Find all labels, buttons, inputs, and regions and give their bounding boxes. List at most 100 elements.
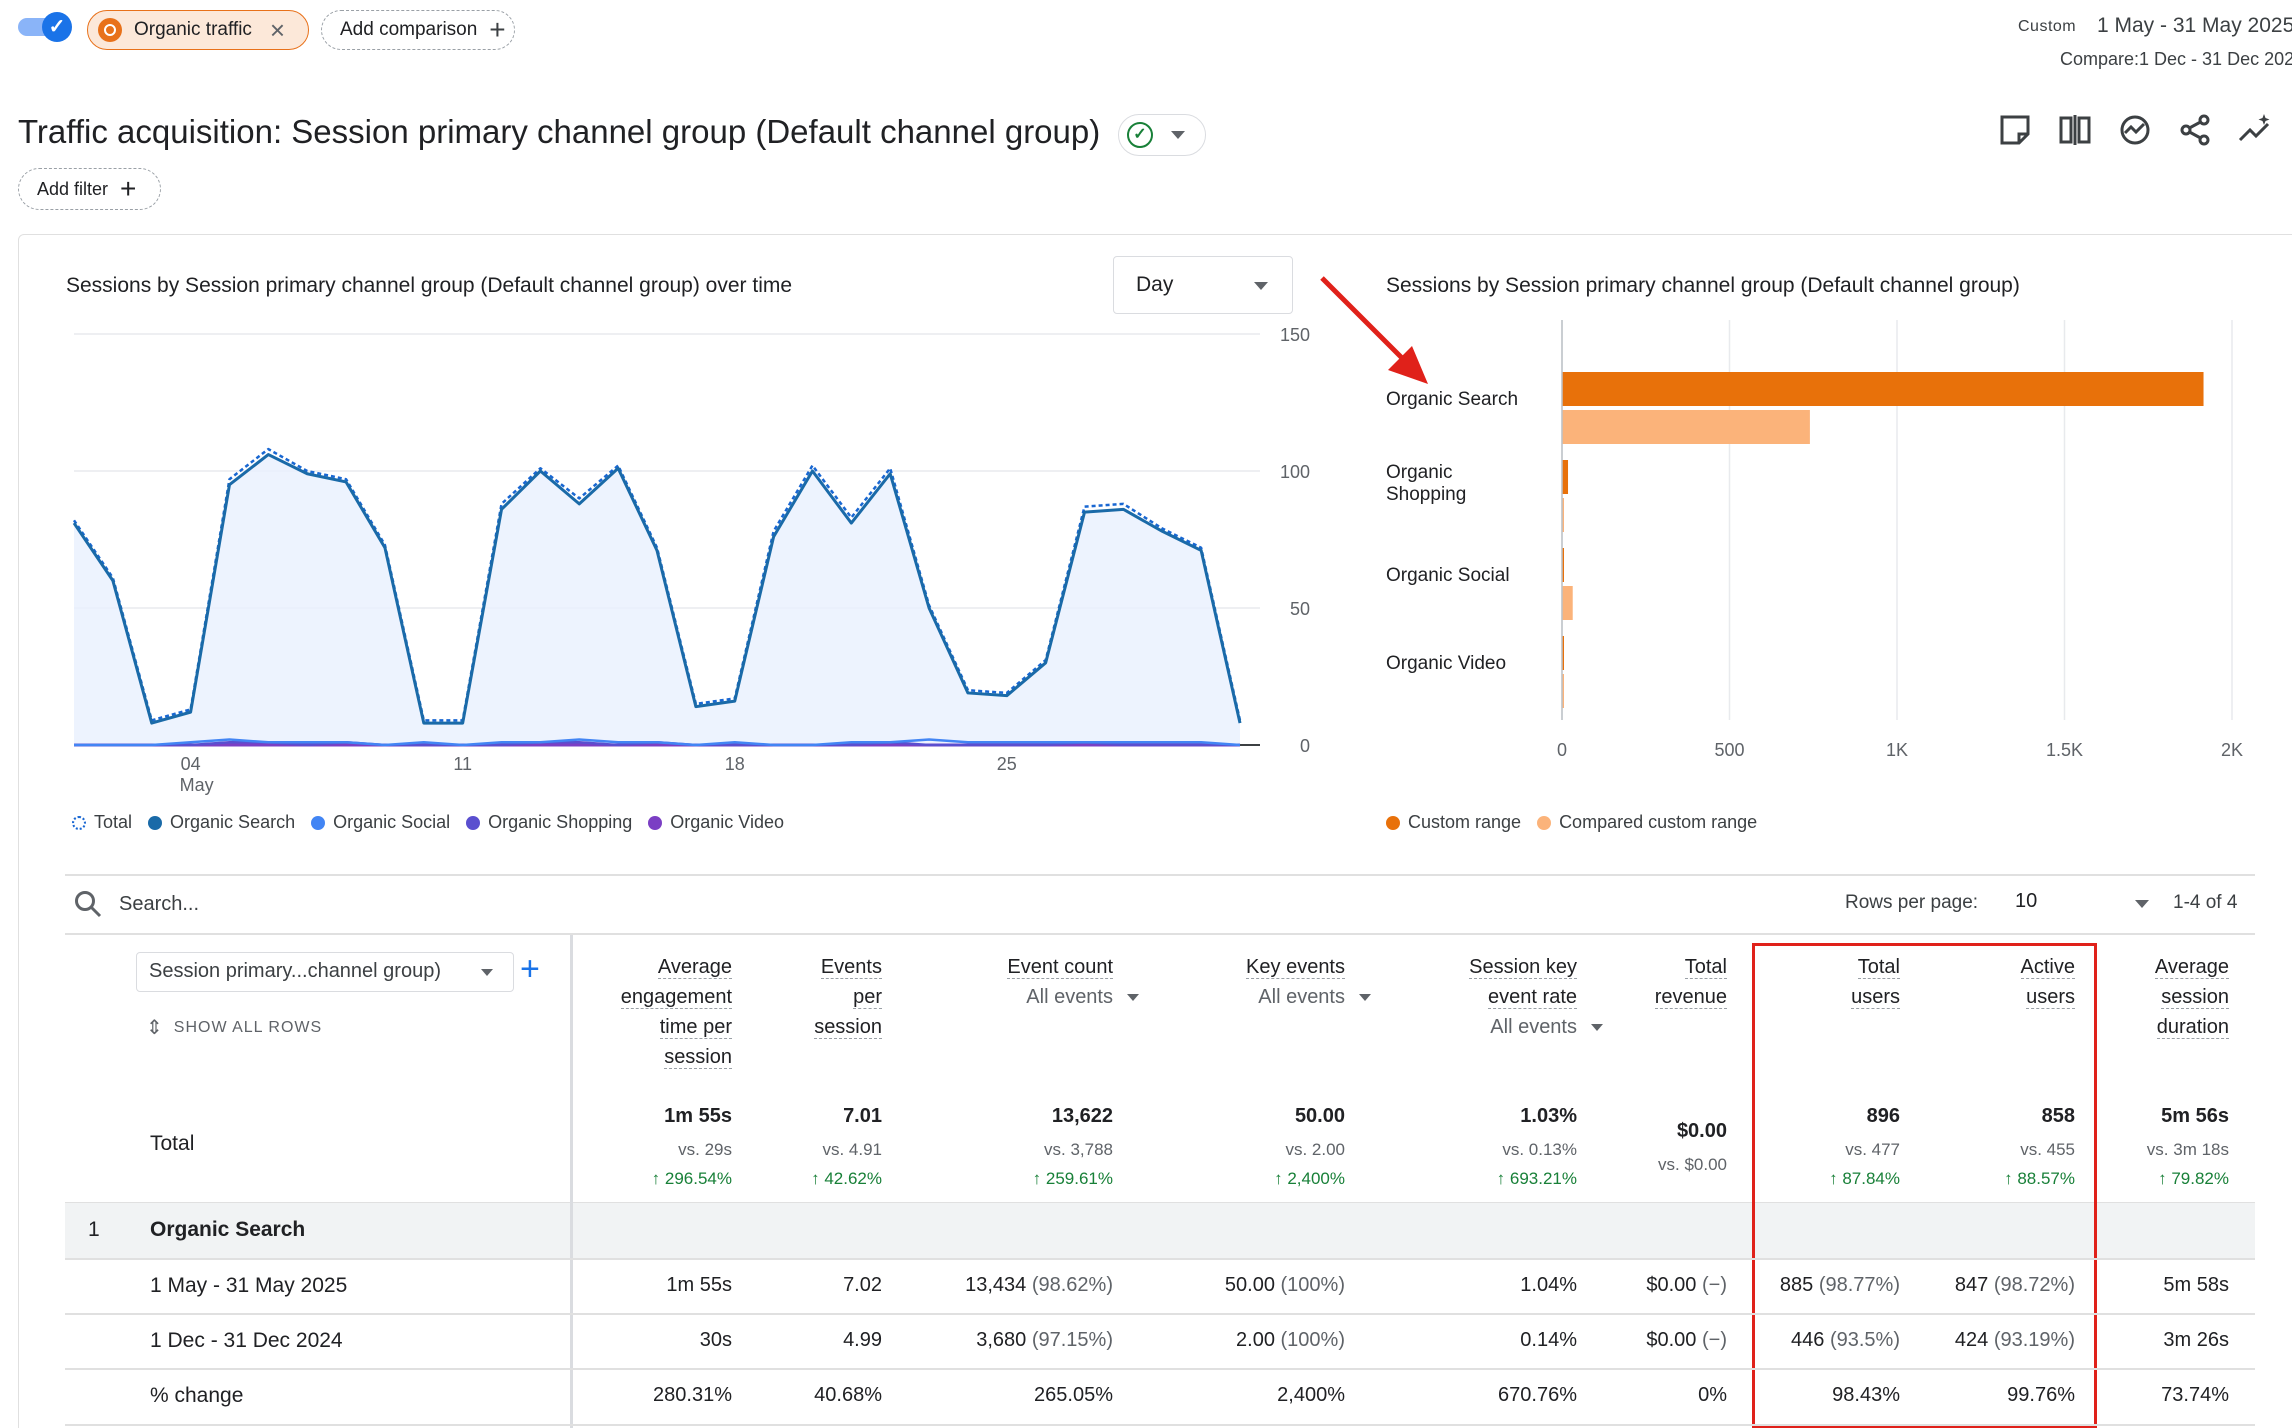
cell-value: 3m 26s	[2163, 1329, 2229, 1351]
granularity-select[interactable]: Day	[1113, 256, 1293, 314]
show-all-rows-button[interactable]: ⇕ SHOW ALL ROWS	[146, 1015, 322, 1040]
note-icon[interactable]	[1997, 112, 2033, 148]
series-line-organic-search[interactable]	[72, 453, 1242, 725]
cell-value: $0.00	[1646, 1274, 1697, 1296]
column-header-label: Total	[1684, 956, 1727, 979]
chevron-down-icon	[1127, 994, 1139, 1002]
rows-per-page-select[interactable]: 10	[2015, 890, 2175, 913]
legend-swatch	[1537, 815, 1552, 830]
comparison-toggle[interactable]: ✓	[18, 12, 72, 42]
segment-chip-label: Organic traffic	[134, 19, 252, 40]
column-header[interactable]: Key events All events	[1105, 952, 1371, 1012]
bar-chart[interactable]: 0 500 1K 1.5K 2K Organic Search OrganicShoppin…	[1380, 320, 2250, 800]
table-row-label: 1 May - 31 May 2025	[150, 1274, 348, 1297]
event-filter-select[interactable]: All events	[1337, 1012, 1603, 1042]
organic-search-area	[74, 454, 1240, 745]
add-filter-button[interactable]: Add filter +	[18, 168, 161, 210]
legend-label: Organic Shopping	[488, 812, 633, 832]
bar-organic-search-compared[interactable]	[1562, 410, 1810, 444]
line-chart-title: Sessions by Session primary channel grou…	[66, 274, 793, 297]
add-dimension-button[interactable]: +	[520, 950, 540, 988]
bar-organic-video-compared[interactable]	[1562, 674, 1564, 708]
cell-value: 2.00	[1236, 1329, 1275, 1351]
event-filter-select[interactable]: All events	[873, 982, 1139, 1012]
bar-organic-shopping-custom[interactable]	[1562, 460, 1569, 494]
dimension-select[interactable]: Session primary...channel group)	[136, 952, 514, 992]
table-cell: 265.05%	[873, 1384, 1113, 1407]
series-line-organic-social[interactable]	[74, 738, 1241, 747]
segment-chip-organic-traffic[interactable]: Organic traffic ×	[87, 10, 309, 50]
column-header[interactable]: Session key event rate All events	[1337, 952, 1603, 1042]
cell-percent: (93.19%)	[1988, 1329, 2075, 1351]
table-cell: 424 (93.19%)	[1835, 1329, 2075, 1352]
column-header[interactable]: Average session duration	[1989, 952, 2229, 1042]
search-input[interactable]	[119, 889, 719, 919]
category-label: Shopping	[1386, 484, 1466, 505]
bar-organic-social-compared[interactable]	[1562, 586, 1573, 620]
total-value: 5m 56s	[2161, 1105, 2229, 1127]
share-icon[interactable]	[2177, 112, 2213, 148]
total-change-value: ↑ 693.21%	[1496, 1169, 1577, 1188]
date-range-type[interactable]: Custom	[2018, 18, 2077, 35]
cell-percent: (98.62%)	[1026, 1274, 1113, 1296]
cell-value: 50.00	[1224, 1274, 1275, 1296]
legend-swatch	[311, 815, 326, 830]
compare-icon[interactable]	[2057, 112, 2093, 148]
total-compare-value: vs. 455	[2020, 1140, 2075, 1159]
table-cell: 2.00 (100%)	[1105, 1329, 1345, 1352]
category-label: Organic Social	[1386, 565, 1510, 586]
check-circle-icon: ✓	[1127, 122, 1153, 148]
legend-item[interactable]: Organic Video	[648, 812, 784, 833]
report-status-dropdown[interactable]: ✓	[1118, 114, 1206, 156]
legend-item[interactable]: Custom range	[1386, 812, 1521, 833]
table-row-label: 1 Dec - 31 Dec 2024	[150, 1329, 343, 1352]
legend-item[interactable]: Organic Social	[311, 812, 450, 833]
trend-sparkle-icon[interactable]	[2237, 112, 2273, 148]
cell-value: 446	[1791, 1329, 1825, 1351]
event-filter-value: All events	[1026, 986, 1113, 1008]
column-header[interactable]: Average engagement time per session	[492, 952, 732, 1072]
column-header[interactable]: Event count All events	[873, 952, 1139, 1012]
compare-date-range[interactable]: Compare:1 Dec - 31 Dec 2024	[2060, 49, 2292, 69]
column-header[interactable]: Active users	[1835, 952, 2075, 1012]
category-label: Organic Video	[1386, 653, 1506, 674]
insights-icon[interactable]	[2117, 112, 2153, 148]
legend-item[interactable]: Compared custom range	[1537, 812, 1757, 833]
x-tick-sublabel: May	[180, 775, 214, 795]
column-header-label: revenue	[1654, 986, 1727, 1009]
total-value: 13,622	[1051, 1105, 1113, 1127]
column-header-label: session	[664, 1046, 732, 1069]
group-row[interactable]	[65, 1203, 2255, 1258]
bar-organic-shopping-compared[interactable]	[1562, 498, 1564, 532]
total-value: $0.00	[1676, 1120, 1727, 1142]
table-cell: 7.02	[642, 1274, 882, 1297]
bar-organic-search-custom[interactable]	[1562, 372, 2204, 406]
date-range-picker[interactable]: 1 May - 31 May 2025	[2097, 14, 2292, 37]
cell-value: 4.99	[843, 1329, 882, 1351]
bar-organic-social-custom[interactable]	[1562, 548, 1564, 582]
table-cell: 3,680 (97.15%)	[873, 1329, 1113, 1352]
table-top-divider	[65, 874, 2255, 876]
plus-icon: +	[120, 173, 137, 204]
legend-item[interactable]: Organic Shopping	[466, 812, 632, 833]
cell-value: 0%	[1698, 1384, 1727, 1406]
cell-value: 424	[1954, 1329, 1989, 1351]
legend-item[interactable]: Organic Search	[148, 812, 295, 833]
column-header[interactable]: Events per session	[642, 952, 882, 1042]
add-comparison-button[interactable]: Add comparison +	[321, 10, 515, 50]
cell-value: 265.05%	[1034, 1384, 1113, 1406]
total-compare-value: vs. 0.13%	[1502, 1140, 1577, 1159]
event-filter-select[interactable]: All events	[1105, 982, 1371, 1012]
cell-value: 670.76%	[1498, 1384, 1577, 1406]
legend-item[interactable]: Total	[72, 812, 132, 833]
column-header-label: Active	[2020, 956, 2075, 979]
chevron-down-icon	[2135, 900, 2149, 908]
category-label: Organic Search	[1386, 389, 1518, 410]
bar-organic-video-custom[interactable]	[1562, 636, 1564, 670]
column-header[interactable]: Total users	[1660, 952, 1900, 1012]
cell-value: 280.31%	[653, 1384, 732, 1406]
close-icon[interactable]: ×	[269, 15, 286, 45]
column-header[interactable]: Total revenue	[1487, 952, 1727, 1012]
table-cell: 30s	[492, 1329, 732, 1352]
